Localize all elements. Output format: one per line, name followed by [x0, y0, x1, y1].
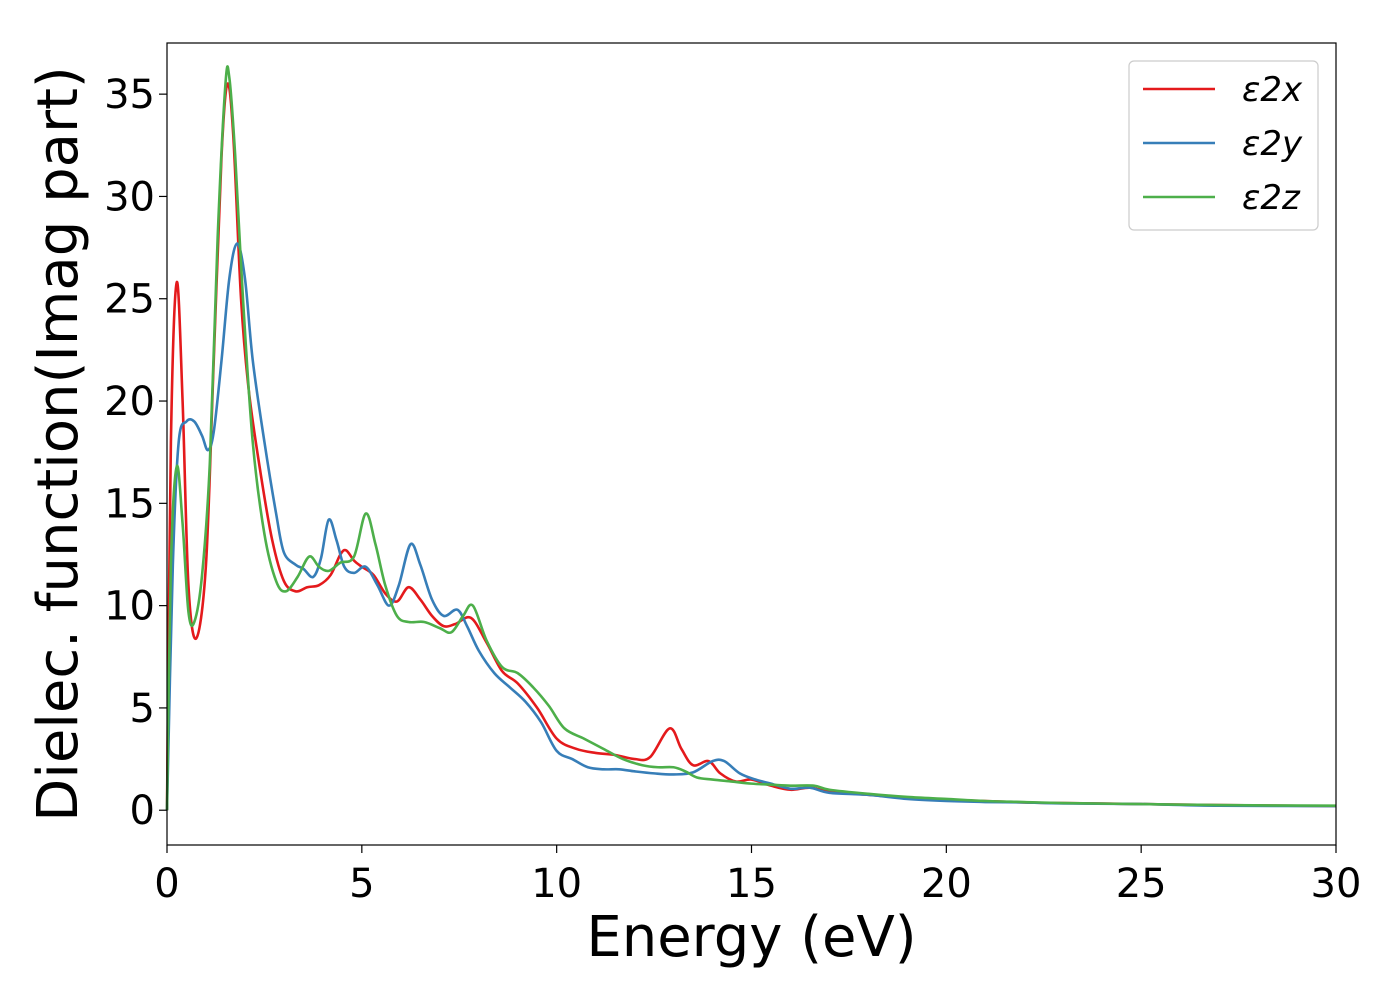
x-tick-label: 10: [531, 861, 582, 907]
y-tick-label: 25: [104, 277, 155, 323]
x-tick-label: 15: [726, 861, 777, 907]
y-tick-label: 10: [104, 584, 155, 630]
x-tick-label: 25: [1116, 861, 1167, 907]
legend-label-1: ε2x: [1242, 70, 1303, 110]
y-tick-label: 20: [104, 379, 155, 425]
legend-label-3: ε2z: [1242, 178, 1301, 218]
x-axis-title: Energy (eV): [586, 905, 916, 970]
series-line-3: [165, 65, 1337, 811]
y-tick-label: 5: [130, 686, 155, 732]
x-tick-label: 20: [921, 861, 972, 907]
legend-box: [1128, 60, 1319, 231]
y-tick-label: 35: [104, 72, 155, 118]
y-tick-label: 30: [104, 174, 155, 220]
legend: ε2x ε2y ε2z: [1128, 60, 1319, 231]
legend-label-2: ε2y: [1242, 124, 1303, 164]
y-axis-title: Dielec. function(Imag part): [26, 66, 91, 822]
y-tick-label: 15: [104, 481, 155, 527]
series-layer: [165, 65, 1337, 811]
y-axis-ticks: 0 5 10 15 20 25 30 35: [104, 72, 167, 834]
x-tick-label: 30: [1311, 861, 1362, 907]
series-line-2: [165, 242, 1337, 811]
x-tick-label: 5: [349, 861, 374, 907]
x-tick-label: 0: [154, 861, 179, 907]
x-axis-ticks: 0 5 10 15 20 25 30: [154, 845, 1361, 907]
y-tick-label: 0: [130, 788, 155, 834]
